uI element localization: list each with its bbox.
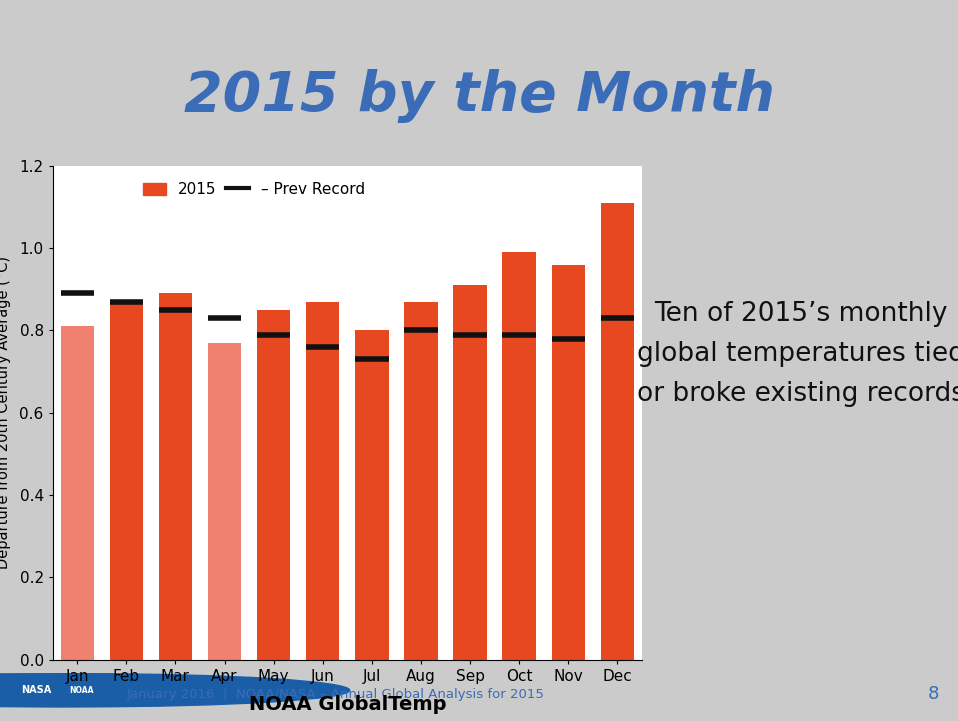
Legend: 2015, – Prev Record: 2015, – Prev Record: [137, 176, 371, 203]
Text: January 2016  |  NOAA/NASA – Annual Global Analysis for 2015: January 2016 | NOAA/NASA – Annual Global…: [126, 688, 544, 701]
Bar: [306, 301, 339, 660]
Bar: [502, 252, 536, 660]
Bar: [404, 301, 438, 660]
Text: NASA: NASA: [21, 685, 52, 695]
Text: 2015 by the Month: 2015 by the Month: [184, 68, 774, 123]
Bar: [208, 342, 241, 660]
Text: 8: 8: [927, 686, 939, 704]
Circle shape: [0, 673, 350, 707]
Text: Ten of 2015’s monthly
global temperatures tied
or broke existing records: Ten of 2015’s monthly global temperature…: [637, 301, 958, 407]
Bar: [552, 265, 585, 660]
Bar: [257, 310, 290, 660]
X-axis label: NOAA GlobalTemp: NOAA GlobalTemp: [248, 695, 446, 714]
Y-axis label: Departure from 20th Century Average (°C): Departure from 20th Century Average (°C): [0, 256, 11, 570]
Bar: [60, 327, 94, 660]
Bar: [453, 286, 487, 660]
Bar: [601, 203, 634, 660]
Bar: [355, 330, 389, 660]
Bar: [159, 293, 193, 660]
Circle shape: [0, 673, 305, 707]
Bar: [109, 301, 143, 660]
Text: NOAA: NOAA: [69, 686, 94, 695]
